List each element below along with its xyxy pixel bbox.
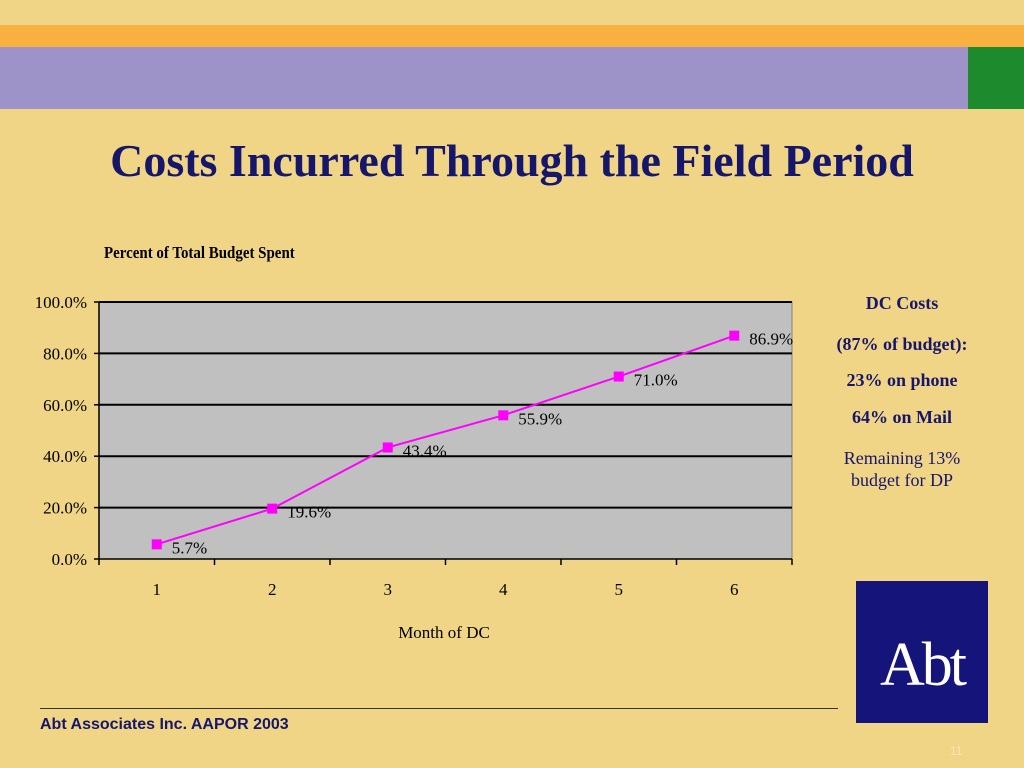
data-point <box>613 371 624 382</box>
phone-cost-note: 23% on phone <box>846 370 958 390</box>
y-tick-label: 100.0% <box>35 293 87 312</box>
data-label: 43.4% <box>403 441 447 460</box>
data-label: 86.9% <box>749 330 793 349</box>
x-tick-label: 2 <box>268 580 277 599</box>
line-chart: Percent of Total Budget Spent 0.0% 20.0% 4… <box>35 244 794 642</box>
data-point <box>267 503 278 514</box>
x-tick-label: 4 <box>499 580 508 599</box>
chart-title: Percent of Total Budget Spent <box>104 244 295 262</box>
data-markers <box>151 330 740 550</box>
axes <box>94 301 793 565</box>
side-notes: DC Costs (87% of budget): 23% on phone 6… <box>812 292 992 491</box>
gridlines <box>99 301 792 509</box>
data-point <box>498 410 509 421</box>
data-point <box>729 330 740 341</box>
top-green-block <box>968 47 1024 109</box>
data-labels: 5.7% 19.6% 43.4% 55.9% 71.0% 86.9% <box>172 330 793 558</box>
budget-share-note: (87% of budget): <box>836 334 968 354</box>
data-point <box>382 442 393 453</box>
data-label: 55.9% <box>518 409 562 428</box>
data-label: 71.0% <box>634 371 678 390</box>
dc-costs-heading: DC Costs <box>865 293 939 313</box>
y-axis-tick-labels: 0.0% 20.0% 40.0% 60.0% 80.0% 100.0% <box>35 293 87 569</box>
top-purple-band <box>0 47 968 109</box>
page-number: 11 <box>950 744 963 758</box>
data-label: 5.7% <box>172 538 207 557</box>
footer-text: Abt Associates Inc. AAPOR 2003 <box>40 716 289 733</box>
y-tick-label: 60.0% <box>43 396 87 415</box>
x-tick-label: 1 <box>153 580 162 599</box>
y-tick-label: 80.0% <box>43 344 87 363</box>
y-tick-label: 20.0% <box>43 499 87 518</box>
data-point <box>151 539 162 550</box>
data-label: 19.6% <box>287 503 331 522</box>
x-tick-label: 3 <box>384 580 393 599</box>
slide-title: Costs Incurred Through the Field Period <box>110 135 914 186</box>
footer-divider <box>40 708 838 709</box>
remaining-budget-note: Remaining 13% budget for DP <box>843 448 961 490</box>
abt-logo-text: Abt <box>880 630 967 699</box>
abt-logo: Abt <box>856 581 988 723</box>
x-axis-tick-labels: 1 2 3 4 5 6 <box>153 580 739 599</box>
series-line <box>156 334 735 546</box>
mail-cost-note: 64% on Mail <box>851 407 952 427</box>
y-tick-label: 40.0% <box>43 447 87 466</box>
x-tick-label: 6 <box>730 580 739 599</box>
top-orange-band <box>0 25 1024 47</box>
x-axis-label: Month of DC <box>398 623 490 642</box>
x-tick-label: 5 <box>615 580 624 599</box>
y-tick-label: 0.0% <box>52 550 87 569</box>
